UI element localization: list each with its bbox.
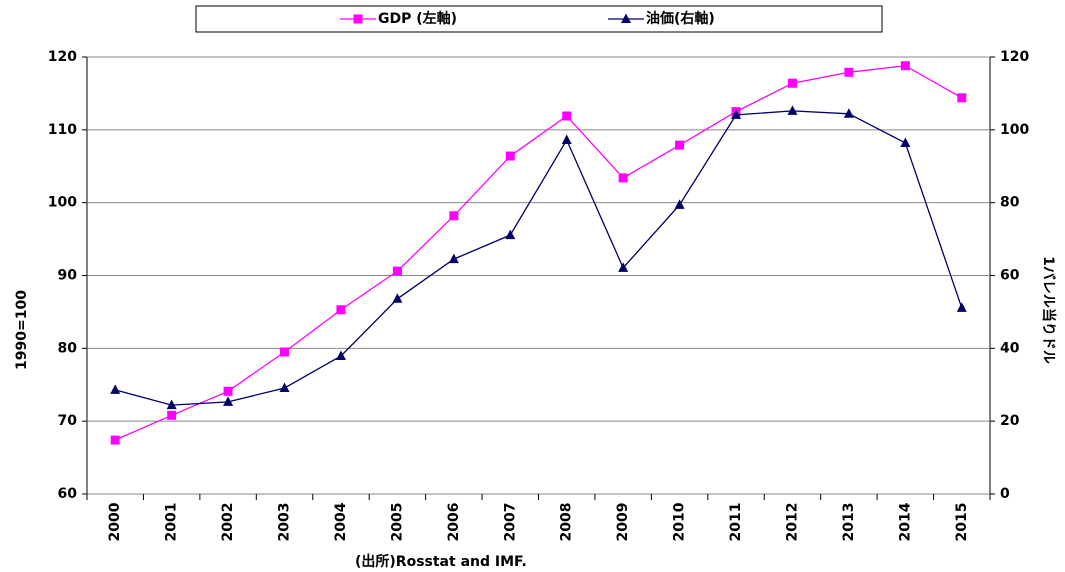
x-tick-label: 2015 (954, 503, 970, 542)
point (505, 151, 515, 161)
y-axis-label: 1990=100 (14, 290, 30, 370)
point (279, 382, 290, 393)
series-line (114, 65, 963, 441)
point (900, 137, 911, 147)
point (843, 108, 854, 118)
y-tick-label: 70 (58, 413, 78, 429)
x-tick-label: 2001 (164, 503, 180, 542)
y2-tick-label: 120 (1000, 49, 1029, 65)
x-tick-label: 2002 (220, 503, 236, 542)
y2-tick-label: 100 (1000, 122, 1029, 138)
point (561, 134, 572, 145)
point (562, 111, 572, 121)
y-tick-label: 90 (58, 268, 78, 284)
point (957, 93, 967, 103)
x-tick-label: 2004 (333, 502, 349, 541)
point (900, 61, 910, 71)
point (618, 262, 629, 272)
x-tick-label: 2010 (672, 502, 688, 541)
point (844, 67, 854, 77)
point (223, 386, 233, 396)
point (505, 229, 516, 240)
x-tick-label: 2003 (277, 503, 293, 542)
point (956, 302, 967, 312)
x-tick-label: 2007 (502, 503, 518, 542)
y-tick-label: 60 (58, 486, 78, 502)
point (336, 305, 346, 315)
x-tick-label: 2013 (841, 503, 857, 542)
x-tick-label: 2011 (728, 503, 744, 542)
point (449, 211, 459, 221)
x-tick-label: 2000 (107, 502, 123, 541)
point (674, 199, 685, 209)
source-note: (出所)Rosstat and IMF. (355, 553, 527, 570)
point (223, 396, 234, 406)
point (675, 140, 685, 150)
x-tick-label: 2006 (446, 503, 462, 542)
point (392, 266, 402, 276)
point (280, 347, 290, 357)
point (335, 350, 346, 360)
point (787, 105, 798, 115)
y2-tick-label: 40 (1000, 340, 1020, 356)
point (392, 293, 403, 303)
point (787, 78, 797, 88)
y-tick-label: 100 (48, 195, 77, 211)
point (353, 14, 363, 24)
y-tick-label: 120 (48, 49, 77, 65)
y2-tick-label: 60 (1000, 268, 1020, 284)
y2-tick-label: 80 (1000, 195, 1020, 211)
y-tick-label: 110 (48, 122, 77, 138)
x-tick-label: 2008 (559, 503, 575, 542)
point (110, 435, 120, 445)
point (448, 253, 459, 264)
point (731, 109, 742, 119)
y-tick-label: 80 (58, 340, 78, 356)
x-tick-label: 2005 (389, 503, 405, 542)
point (618, 173, 628, 183)
legend-label: GDP (左軸) (378, 10, 457, 27)
legend-box (195, 5, 883, 33)
point (166, 399, 177, 410)
legend-label: 油価(右軸) (646, 10, 715, 27)
point (621, 13, 631, 23)
y2-axis-label: 1バレル当りドル (1040, 256, 1057, 364)
x-tick-label: 2014 (897, 502, 913, 541)
y2-tick-label: 0 (1000, 486, 1010, 502)
point (167, 410, 177, 420)
x-tick-label: 2009 (615, 503, 631, 542)
point (110, 384, 121, 394)
series-line (115, 110, 963, 406)
x-tick-label: 2012 (784, 503, 800, 542)
y2-tick-label: 20 (1000, 413, 1020, 429)
